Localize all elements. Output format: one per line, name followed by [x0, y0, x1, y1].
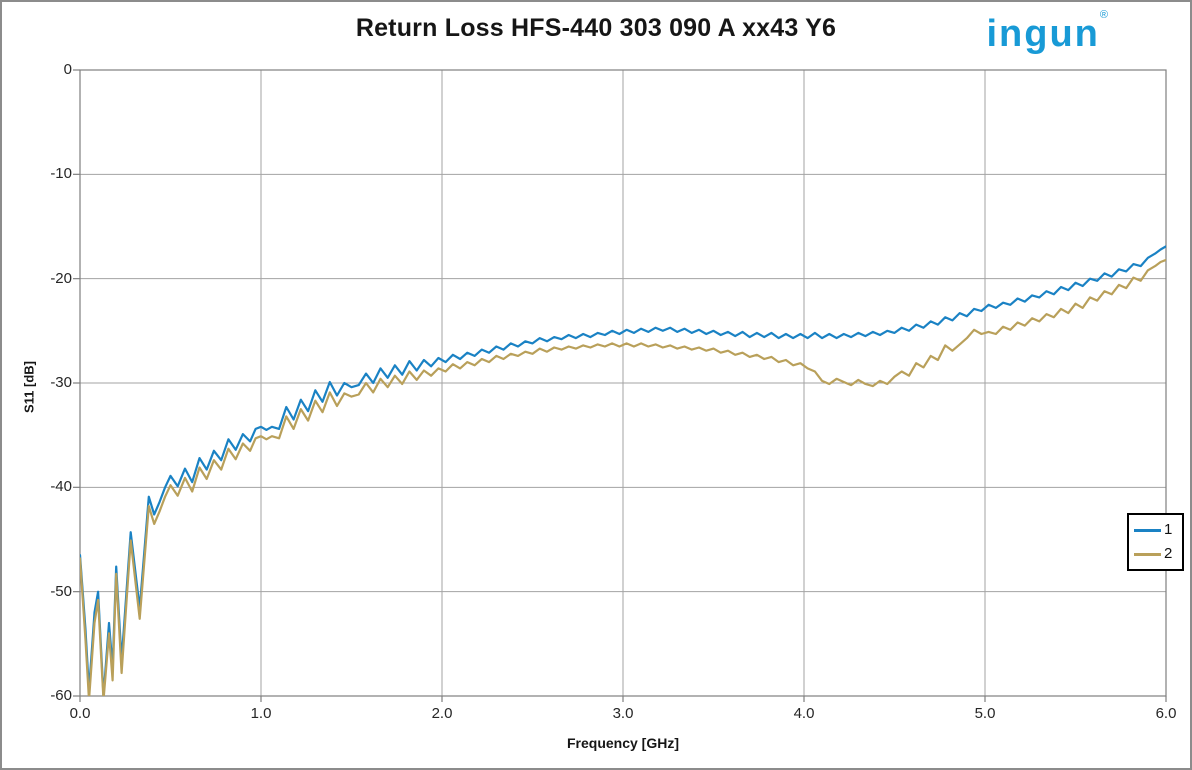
y-tick-label: -50: [50, 582, 72, 600]
x-tick-label: 2.0: [431, 705, 453, 722]
y-tick-label: -20: [50, 269, 72, 287]
y-tick-label: -40: [50, 478, 72, 496]
legend-entry-2: 2: [1134, 546, 1178, 562]
y-tick-label: -60: [50, 687, 72, 704]
legend-label: 1: [1164, 521, 1173, 538]
y-tick-label: -30: [50, 374, 72, 391]
x-tick-label: 4.0: [793, 705, 815, 722]
x-tick-label: 5.0: [974, 705, 996, 722]
chart-title: Return Loss HFS-440 303 090 A xx43 Y6: [355, 14, 837, 42]
legend-line-swatch: [1134, 552, 1161, 556]
registered-mark-icon: ®: [1099, 9, 1108, 21]
x-tick-label: 6.0: [1155, 705, 1177, 722]
legend-entry-1: 1: [1134, 522, 1178, 538]
x-axis-title: Frequency [GHz]: [566, 735, 679, 751]
series-line-1: [80, 245, 1166, 696]
ingun-logo-text: ingun: [986, 13, 1100, 55]
x-tick-label: 3.0: [612, 705, 634, 722]
x-tick-label: 1.0: [250, 705, 272, 722]
legend-label: 2: [1164, 545, 1173, 562]
x-tick-label: 0.0: [69, 705, 91, 722]
y-tick-label: 0: [63, 61, 72, 78]
legend-line-swatch: [1134, 528, 1161, 532]
ingun-logo: ingun®: [986, 9, 1108, 55]
series-line-2: [80, 258, 1166, 696]
y-tick-label: -10: [50, 165, 72, 183]
